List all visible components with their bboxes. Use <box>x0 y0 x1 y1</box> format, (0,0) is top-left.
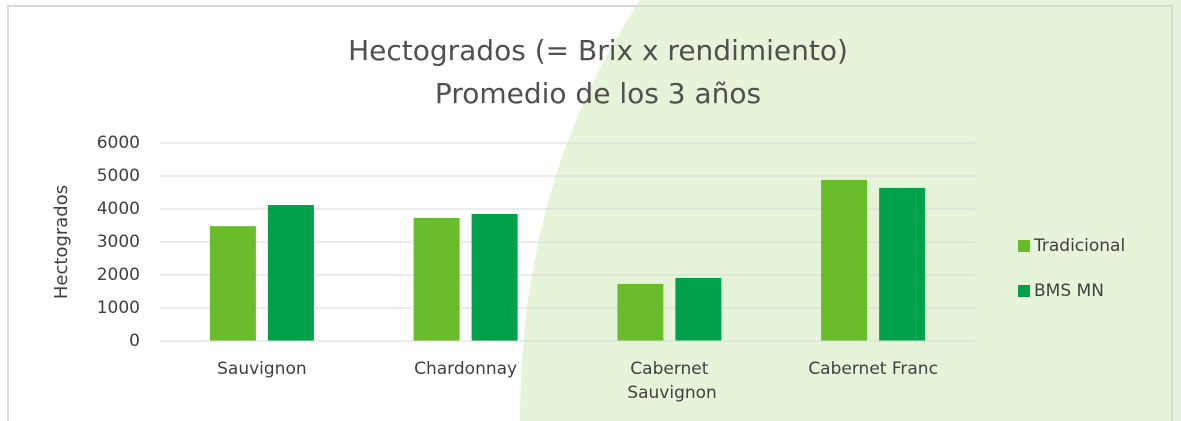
chart-subtitle: Promedio de los 3 años <box>435 77 761 110</box>
y-tick-label: 4000 <box>97 199 140 219</box>
bar <box>413 217 460 341</box>
bar <box>821 179 868 341</box>
y-tick-label: 2000 <box>97 265 140 285</box>
chart-border <box>7 5 1173 421</box>
x-tick-label: Chardonnay <box>414 359 517 379</box>
y-tick-label: 3000 <box>97 232 140 252</box>
bar <box>617 283 664 341</box>
x-tick-label: Cabernet Franc <box>808 359 938 379</box>
y-tick-label: 0 <box>129 331 140 351</box>
y-tick-label: 6000 <box>97 133 140 153</box>
bar <box>471 213 518 341</box>
legend-label: BMS MN <box>1034 281 1104 301</box>
bar <box>879 187 926 341</box>
x-tick-label: Cabernet Sauvignon <box>622 359 717 403</box>
chart-title: Hectogrados (= Brix x rendimiento) <box>348 34 848 67</box>
y-axis-label: Hectogrados <box>51 185 72 299</box>
bar <box>267 205 314 341</box>
legend-swatch <box>1018 240 1030 252</box>
legend-swatch <box>1018 285 1030 297</box>
legend-label: Tradicional <box>1033 236 1125 256</box>
y-tick-label: 1000 <box>97 298 140 318</box>
bar <box>675 277 722 341</box>
bar <box>209 226 256 341</box>
y-tick-label: 5000 <box>97 166 140 186</box>
x-tick-label: Sauvignon <box>217 359 307 379</box>
